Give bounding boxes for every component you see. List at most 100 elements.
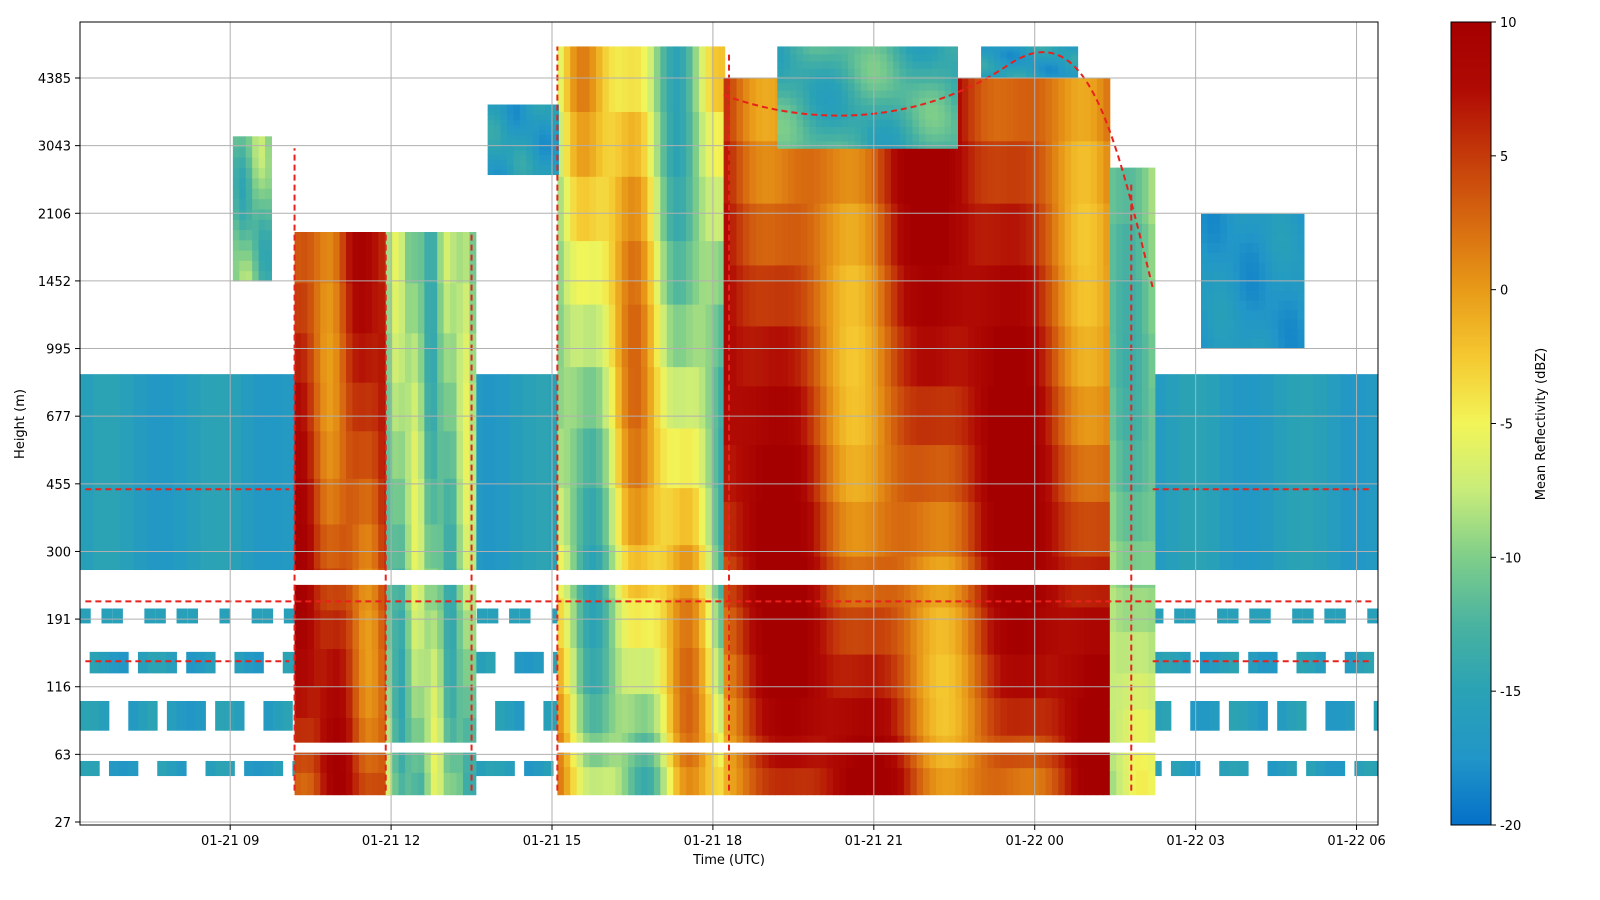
precip-column-cell [365, 382, 373, 432]
storm-cell [1090, 444, 1098, 502]
precip-column-cell [358, 648, 366, 687]
anvil-cell [815, 97, 823, 106]
storm-cell [865, 203, 873, 266]
isolated-cloud-cell [506, 169, 514, 176]
anvil-cell [1026, 55, 1034, 59]
storm-cell [570, 46, 578, 112]
anvil-cell [873, 111, 881, 120]
storm-cell [1135, 540, 1143, 588]
heat-cell [1364, 651, 1375, 674]
anvil-cell [822, 104, 830, 113]
x-tick-label: 01-21 21 [845, 834, 903, 849]
precip-column-cell [405, 748, 412, 773]
grid-lines [80, 22, 1378, 825]
storm-cell [1006, 203, 1014, 266]
storm-cell [1084, 325, 1092, 387]
heat-cell [200, 374, 215, 576]
precip-column-cell [371, 478, 379, 525]
anvil-cell [1013, 57, 1021, 61]
storm-cell [1135, 672, 1143, 710]
storm-cell [1013, 264, 1021, 327]
storm-cell [788, 444, 795, 502]
precip-column-cell [462, 648, 470, 687]
precip-column-cell [424, 609, 432, 650]
precip-column-cell [417, 772, 425, 796]
isolated-cloud-cell [552, 169, 559, 176]
anvil-cell [1013, 66, 1021, 70]
storm-cell [910, 264, 918, 327]
anvil-cell [1058, 68, 1066, 72]
precip-column-cell [339, 382, 347, 432]
precip-column-cell [462, 567, 470, 611]
storm-cell [981, 203, 989, 266]
heat-cell [205, 760, 216, 777]
storm-cell [826, 264, 834, 327]
storm-cell [916, 325, 924, 387]
precip-column-cell [352, 686, 360, 718]
storm-cell [981, 264, 989, 327]
heat-cell [1151, 760, 1162, 777]
storm-cell [775, 444, 783, 502]
storm-cell [794, 140, 802, 204]
storm-cell [878, 385, 886, 446]
storm-cell [1077, 501, 1085, 557]
storm-cell [768, 140, 776, 204]
isolated-cloud-cell [1239, 271, 1247, 282]
storm-cell [1026, 606, 1034, 655]
storm-cell [583, 597, 591, 648]
precip-column-cell [450, 282, 458, 334]
anvil-cell [1026, 50, 1034, 54]
anvil-cell [886, 133, 894, 142]
storm-cell [736, 264, 744, 327]
storm-cell [1019, 767, 1027, 796]
isolated-cloud-cell [532, 129, 540, 136]
precip-column-cell [358, 748, 366, 773]
storm-cell [929, 140, 937, 204]
anvil-cell [1051, 55, 1059, 59]
storm-cell [833, 654, 840, 699]
storm-cell [845, 325, 853, 387]
precip-column-cell [358, 523, 366, 569]
anvil-cell [1000, 55, 1008, 59]
heat-cell [112, 608, 123, 624]
storm-cell [948, 385, 956, 446]
isolated-cloud-cell [506, 144, 514, 151]
storm-cell [730, 385, 738, 446]
precip-column-cell [462, 282, 470, 334]
storm-cell [1064, 444, 1072, 502]
anvil-cell [783, 126, 791, 135]
storm-cell [800, 203, 808, 266]
colorbar-tick-label: -20 [1500, 819, 1521, 834]
precip-column-cell [417, 430, 425, 479]
anvil-cell [835, 133, 843, 142]
storm-cell [723, 78, 731, 142]
precip-column-cell [450, 609, 458, 650]
storm-cell [673, 647, 681, 695]
anvil-cell [835, 68, 843, 77]
early-cloud-cell [245, 167, 253, 179]
heat-cell [475, 651, 486, 674]
heat-cell [1315, 760, 1326, 777]
precip-column-cell [398, 648, 406, 687]
heat-cell [133, 374, 148, 576]
early-cloud-cell [265, 219, 272, 231]
isolated-cloud-cell [519, 109, 527, 116]
heat-cell [1344, 700, 1355, 731]
anvil-cell [1006, 66, 1014, 70]
anvil-cell [1058, 48, 1066, 52]
storm-cell [653, 111, 661, 177]
isolated-cloud-cell [539, 159, 547, 166]
precip-column-cell [313, 478, 321, 525]
isolated-cloud-cell [545, 159, 553, 166]
isolated-cloud-cell [1278, 338, 1286, 349]
heat-cell [1228, 700, 1239, 731]
anvil-cell [1064, 73, 1072, 77]
storm-cell [589, 597, 597, 648]
storm-cell [1039, 264, 1046, 327]
precip-column-cell [333, 430, 341, 479]
precip-column-cell [405, 772, 412, 796]
storm-cell [813, 654, 821, 699]
anvil-cell [906, 60, 913, 69]
storm-cell [692, 366, 700, 429]
anvil-cell [848, 104, 856, 113]
